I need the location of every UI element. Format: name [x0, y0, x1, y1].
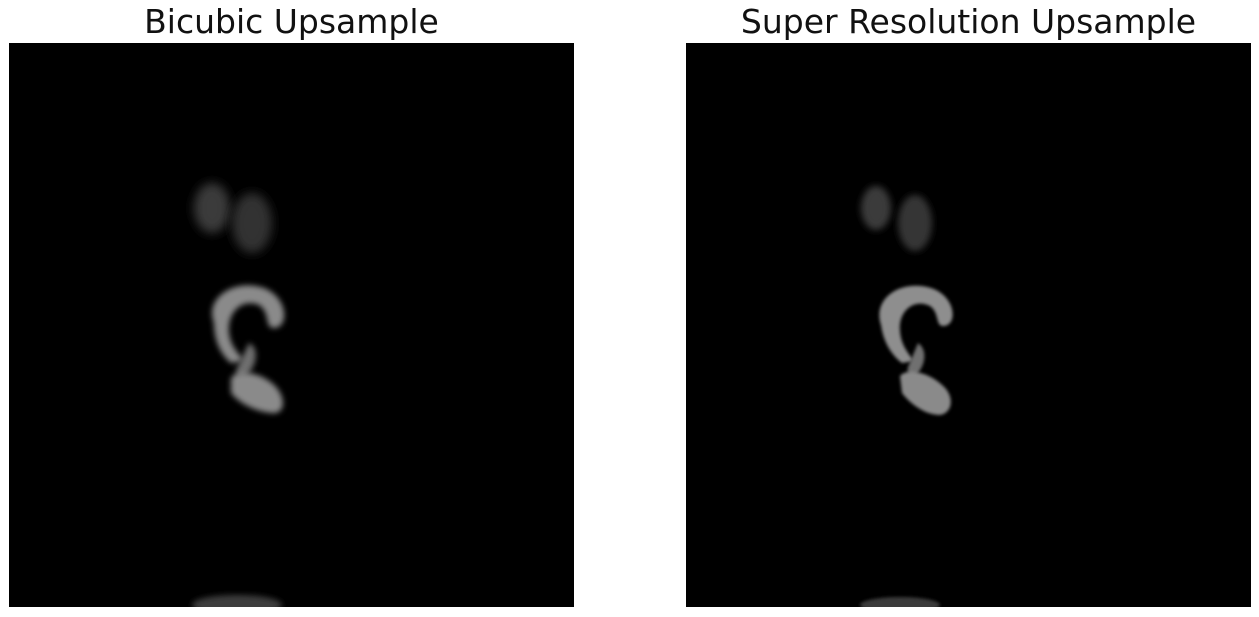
super-resolution-image: [686, 43, 1251, 607]
super-resolution-title: Super Resolution Upsample: [740, 2, 1197, 41]
bicubic-image: [9, 43, 574, 607]
bicubic-scan: [9, 43, 574, 607]
bicubic-title: Bicubic Upsample: [144, 2, 439, 41]
super-resolution-panel: Super Resolution Upsample: [686, 0, 1251, 617]
bicubic-panel: Bicubic Upsample: [9, 0, 574, 617]
super-resolution-scan: [686, 43, 1251, 607]
